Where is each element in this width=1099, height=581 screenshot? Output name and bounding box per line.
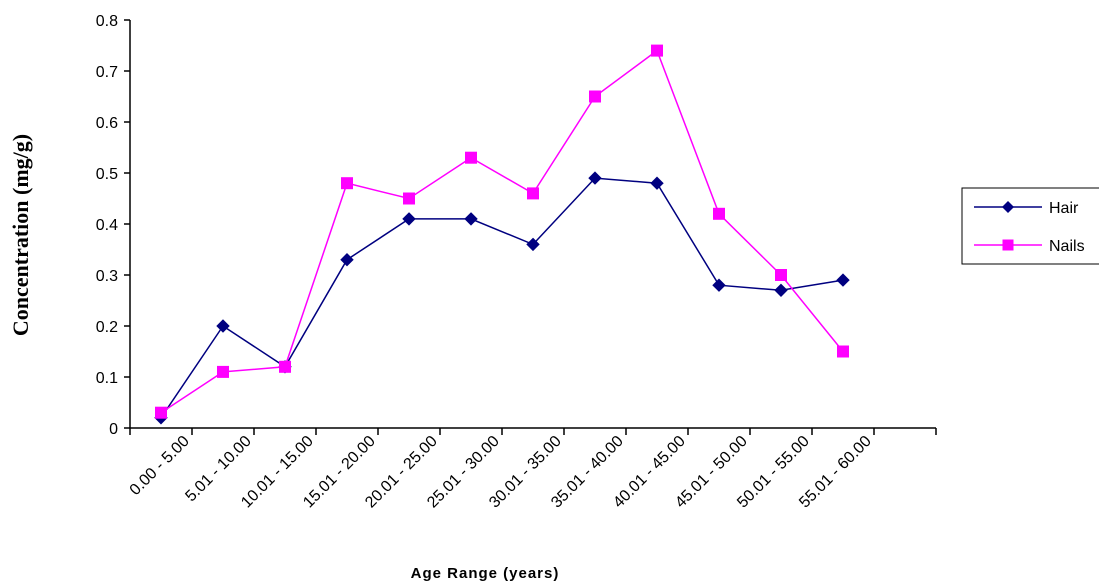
y-tick-label: 0.1: [96, 370, 118, 387]
y-tick-label: 0.6: [96, 115, 118, 132]
data-point-nails: [403, 192, 415, 205]
y-tick-label: 0.5: [96, 166, 118, 183]
legend-box: [961, 187, 1099, 265]
data-point-hair: [402, 212, 416, 226]
data-point-nails: [217, 365, 229, 378]
legend-label: Hair: [1049, 200, 1079, 217]
legend-marker: [1002, 201, 1014, 213]
data-point-nails: [775, 269, 787, 281]
series-nails: [155, 44, 849, 419]
data-point-hair: [650, 176, 664, 190]
data-point-nails: [279, 360, 291, 373]
legend-marker: [1002, 239, 1014, 251]
series-line-hair: [160, 177, 844, 419]
data-point-hair: [712, 278, 726, 292]
data-point-hair: [836, 273, 850, 287]
legend-item-hair: Hair: [974, 200, 1079, 217]
data-point-nails: [837, 345, 849, 358]
data-point-nails: [341, 177, 353, 190]
series-layer: [154, 44, 850, 425]
legend: Hair Nails: [961, 187, 1099, 265]
y-tick-label: 0.8: [96, 13, 118, 30]
y-tick-label: 0.4: [96, 217, 118, 234]
data-point-nails: [713, 207, 725, 220]
x-axis-title: Age Range (years): [411, 565, 560, 581]
y-axis: 0 0.1 0.2 0.3 0.4 0.5 0.6 0.7 0.8: [96, 13, 131, 438]
data-point-hair: [774, 283, 788, 298]
data-point-nails: [465, 151, 477, 164]
y-tick-label: 0: [109, 421, 118, 438]
y-tick-label: 0.2: [96, 319, 118, 336]
y-tick-label: 0.7: [96, 64, 118, 81]
y-tick-label: 0.3: [96, 268, 118, 285]
data-point-nails: [589, 90, 601, 103]
series-hair: [154, 171, 850, 425]
series-line-nails: [160, 49, 844, 414]
data-point-nails: [527, 187, 539, 200]
data-point-hair: [216, 319, 230, 333]
data-point-hair: [588, 171, 602, 185]
data-point-nails: [651, 44, 663, 57]
data-point-nails: [155, 406, 167, 419]
data-point-hair: [526, 237, 540, 252]
legend-label: Nails: [1049, 238, 1085, 255]
x-tick-label: 0.00 - 5.00: [127, 433, 193, 499]
y-axis-title: Concentration (mg/g): [8, 134, 33, 336]
data-point-hair: [340, 252, 354, 267]
data-point-hair: [464, 212, 478, 226]
legend-item-nails: Nails: [974, 238, 1085, 255]
